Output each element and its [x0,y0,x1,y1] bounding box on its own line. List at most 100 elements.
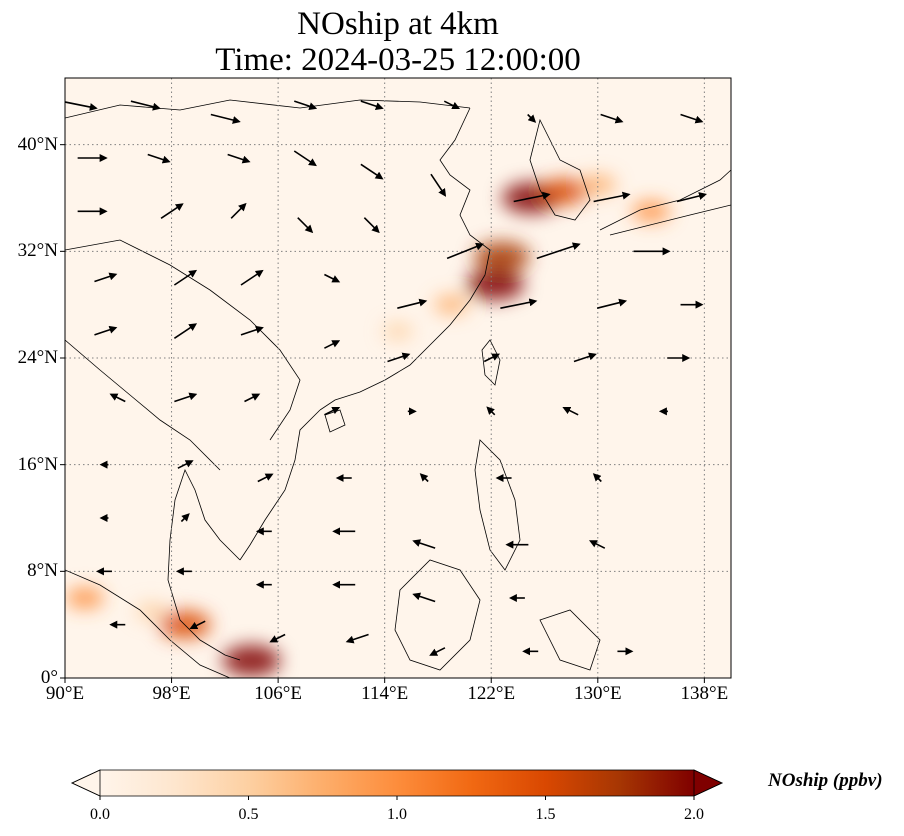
colorbar-tick-label-3: 1.5 [535,806,556,823]
wind-arrow-7 [600,113,624,124]
lat-tick-label-2: 16°N [17,453,58,475]
wind-arrow-48 [562,406,579,416]
colorbar-tick-label-1: 0.5 [238,806,259,823]
colorbar-gradient [100,770,694,796]
colorbar-extend-min [71,769,101,797]
borneo-island [394,559,481,671]
wind-arrow-37 [324,340,341,349]
malay-peninsula [167,468,241,661]
concentration-hotspot-9 [222,645,281,677]
wind-arrow-45 [324,406,341,416]
colorbar-tickmarks [99,796,695,800]
lon-tick-label-4: 122°E [467,683,516,704]
wind-arrow-28 [240,269,264,286]
concentration-hotspot-10 [65,587,104,609]
wind-arrow-23 [446,242,484,260]
concentration-hotspot-5 [466,269,525,301]
wind-arrow-35 [173,323,198,339]
lon-tick-label-3: 114°E [361,683,409,704]
wind-arrow-31 [500,298,538,309]
wind-arrow-51 [177,460,194,469]
wind-arrow-56 [592,473,602,483]
concentration-hotspot-1 [540,178,589,205]
wind-arrow-40 [573,352,597,363]
wind-arrow-21 [297,217,314,234]
wind-arrow-38 [387,352,411,363]
korea-peninsula [529,118,591,221]
wind-arrow-54 [419,473,429,483]
wind-arrow-2 [210,113,241,124]
sulawesi-island [539,609,601,671]
wind-arrow-10 [147,153,171,164]
wind-arrow-5 [443,100,461,110]
wind-arrow-26 [94,272,118,283]
lat-tick-label-1: 8°N [27,560,58,582]
map-title: NOship at 4km [297,6,499,42]
wind-arrow-36 [240,325,264,336]
wind-arrow-32 [596,298,628,309]
wind-arrow-39 [483,353,501,363]
lat-tick-label-5: 40°N [17,133,58,155]
inland-border-2 [65,339,221,471]
wind-arrow-73 [345,633,369,644]
wind-arrow-29 [324,273,341,283]
wind-vectors [65,100,707,656]
northern-border [65,99,471,119]
concentration-hotspot-7 [383,322,413,340]
concentration-hotspot-3 [632,200,671,222]
lat-tick-label-4: 32°N [17,240,58,262]
vietnam-coastline [239,409,321,561]
wind-arrow-20 [230,202,247,219]
wind-arrow-1 [130,100,161,111]
wind-arrow-19 [160,203,184,219]
wind-arrow-11 [227,153,251,164]
wind-arrow-30 [397,298,428,309]
wind-arrow-6 [527,113,537,123]
map-frame [64,77,732,679]
wind-arrow-15 [513,191,551,203]
lat-tick-label-3: 24°N [17,347,58,368]
lon-tick-label-2: 106°E [254,683,302,704]
colorbar-tick-label-2: 1.0 [387,806,407,823]
wind-arrow-22 [363,217,380,234]
concentration-hotspot-2 [579,174,616,195]
wind-arrow-43 [174,392,198,403]
inland-border-1 [65,239,301,441]
wind-arrow-34 [94,325,118,336]
lon-tick-label-1: 98°E [152,683,191,704]
philippines-islands [474,439,521,571]
concentration-field [65,174,671,677]
wind-arrow-63 [589,540,606,549]
colorbar-label: NOship (ppbv) [768,770,883,791]
wind-arrow-13 [360,163,384,180]
china-coastline [319,107,491,411]
sumatra-coast [65,569,231,678]
wind-arrow-58 [180,513,190,523]
lon-tick-label-5: 130°E [573,683,622,704]
wind-arrow-8 [680,113,704,124]
wind-arrow-68 [412,592,436,603]
wind-arrow-3 [294,100,318,111]
wind-arrow-12 [293,150,317,167]
wind-arrow-44 [244,393,261,403]
lon-tick-label-6: 138°E [680,683,729,704]
wind-arrow-24 [536,242,581,260]
wind-arrow-42 [109,393,126,403]
lat-tick-label-0: 0° [40,667,58,688]
wind-arrow-4 [360,100,384,111]
colorbar-extend-max [693,769,723,797]
japan-south-coast [609,204,731,236]
wind-arrow-71 [189,620,206,630]
wind-arrow-27 [173,269,198,286]
concentration-hotspot-4 [473,241,530,272]
wind-arrow-72 [269,633,286,643]
wind-arrow-52 [257,473,274,483]
coastlines [65,99,731,678]
map-subtitle-time: Time: 2024-03-25 12:00:00 [215,42,581,78]
lon-tick-label-0: 90°E [45,683,85,704]
colorbar-tick-label-4: 2.0 [684,806,704,823]
wind-arrow-17 [676,192,707,203]
colorbar [71,769,723,800]
colorbar-tick-label-0: 0.0 [90,806,110,823]
wind-arrow-61 [412,539,436,549]
